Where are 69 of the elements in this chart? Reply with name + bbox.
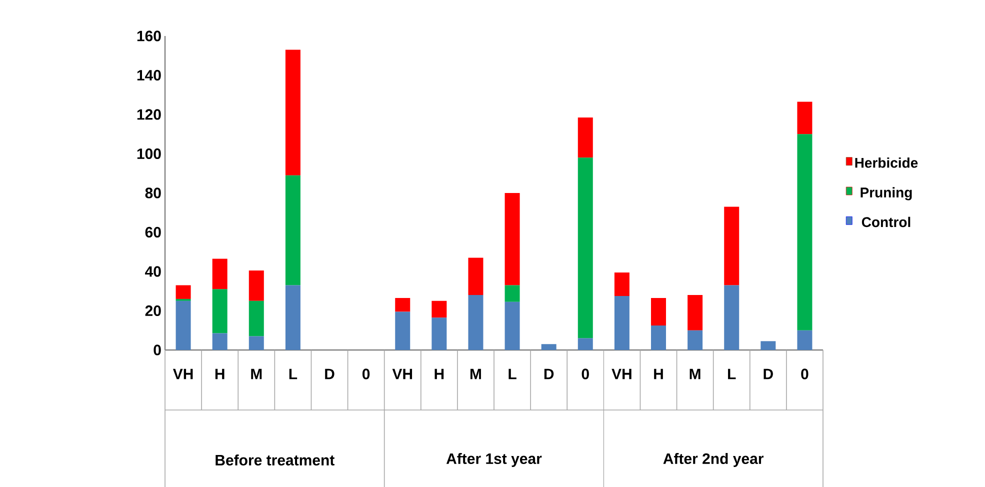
bar xyxy=(688,330,703,350)
bar xyxy=(688,295,703,330)
text: After 1st year xyxy=(446,452,542,467)
bar xyxy=(285,285,300,350)
bar xyxy=(760,341,776,350)
bar xyxy=(212,289,228,334)
x-tick-label: M xyxy=(470,368,481,380)
bar xyxy=(578,158,593,338)
bar xyxy=(797,330,812,350)
x-tick-label: D xyxy=(325,368,334,380)
bar xyxy=(176,300,191,350)
bar xyxy=(285,50,300,176)
x-tick-label: VH xyxy=(392,368,412,380)
x-tick-label: L xyxy=(289,368,298,380)
y-tick-label: 20 xyxy=(145,305,161,316)
bar xyxy=(212,258,228,290)
y-tick-label: 40 xyxy=(145,266,161,277)
bar xyxy=(651,298,666,326)
x-tick-label: L xyxy=(508,368,516,380)
bar xyxy=(541,344,556,350)
y-tick-label: 80 xyxy=(145,188,161,198)
bar xyxy=(651,325,666,350)
legend-label: Pruning xyxy=(860,187,912,200)
bar xyxy=(432,318,447,350)
y-tick-label: 140 xyxy=(137,70,161,81)
text: Before treatment xyxy=(216,454,334,466)
x-tick-label: H xyxy=(654,368,663,380)
y-tick-label: 100 xyxy=(137,148,161,160)
bar xyxy=(578,117,593,158)
legend-label: Control xyxy=(862,216,910,228)
bar xyxy=(285,175,300,286)
bar xyxy=(395,312,410,350)
bar xyxy=(395,298,410,312)
bar xyxy=(248,336,264,350)
x-tick-label: 0 xyxy=(582,368,589,380)
bar xyxy=(212,333,228,350)
bar xyxy=(504,192,520,286)
bar xyxy=(724,285,740,350)
x-tick-label: 0 xyxy=(801,368,808,380)
x-tick-label: L xyxy=(728,368,736,380)
bar xyxy=(248,270,264,301)
bar xyxy=(578,338,593,350)
x-tick-label: 0 xyxy=(362,368,370,380)
bar xyxy=(724,206,740,286)
y-tick-label: 160 xyxy=(137,30,161,42)
bar xyxy=(468,258,484,296)
bar xyxy=(614,272,630,296)
bar xyxy=(248,300,264,336)
x-tick-label: D xyxy=(544,368,554,380)
x-tick-label: VH xyxy=(612,368,632,380)
x-tick-label: VH xyxy=(172,368,193,380)
bar xyxy=(504,302,520,350)
bar xyxy=(614,296,630,350)
bar xyxy=(468,295,484,350)
y-tick-label: 0 xyxy=(154,344,161,356)
bar xyxy=(797,134,812,330)
bar xyxy=(504,285,520,302)
legend-label: Herbicide xyxy=(855,158,918,168)
bar xyxy=(797,102,812,134)
x-tick-label: M xyxy=(690,368,700,380)
x-tick-label: H xyxy=(215,368,224,380)
x-tick-label: M xyxy=(251,368,262,380)
x-tick-label: D xyxy=(764,368,773,380)
y-tick-label: 120 xyxy=(137,109,161,120)
bar xyxy=(432,300,447,318)
text: After 2nd year xyxy=(663,452,764,467)
bar xyxy=(176,285,191,299)
x-tick-label: H xyxy=(434,368,444,380)
y-tick-label: 60 xyxy=(145,226,161,238)
